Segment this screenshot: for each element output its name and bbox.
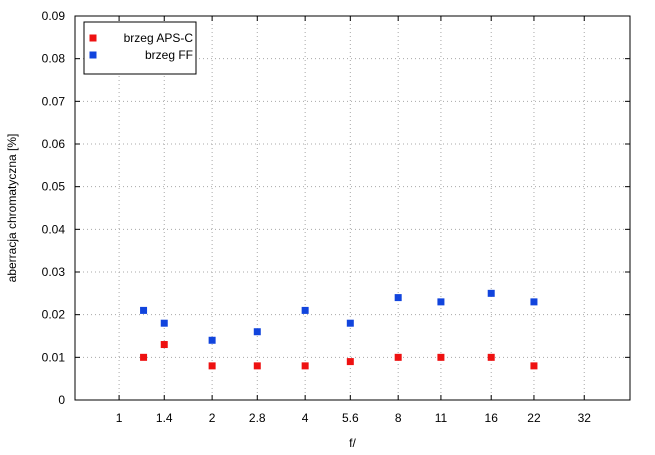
x-tick-label: 22 [527, 411, 541, 425]
x-tick-label: 5.6 [342, 411, 359, 425]
point-ff [346, 319, 354, 327]
legend: brzeg APS-C brzeg FF [83, 21, 197, 75]
legend-label-aps-c: brzeg APS-C [124, 31, 194, 45]
point-ff [140, 306, 148, 314]
x-tick-label: 1 [116, 411, 123, 425]
point-ff [253, 328, 261, 336]
point-aps-c [208, 362, 216, 370]
y-tick-label: 0.01 [42, 350, 66, 364]
point-aps-c [160, 341, 168, 349]
legend-box [83, 21, 197, 75]
x-tick-label: 2.8 [249, 411, 266, 425]
point-aps-c [530, 362, 538, 370]
legend-marker-ff [89, 51, 97, 59]
point-aps-c [487, 353, 495, 361]
point-ff [437, 298, 445, 306]
point-ff [487, 289, 495, 297]
y-tick-label: 0.04 [42, 222, 66, 236]
x-tick-label: 11 [435, 411, 448, 425]
y-tick-label: 0.03 [42, 265, 66, 279]
x-tick-label: 8 [395, 411, 402, 425]
point-ff [301, 306, 309, 314]
y-tick-label: 0.07 [42, 94, 66, 108]
point-ff [160, 319, 168, 327]
point-aps-c [394, 353, 402, 361]
y-axis-title: aberracja chromatyczna [%] [5, 134, 19, 283]
point-aps-c [437, 353, 445, 361]
tick-labels: 0 0.01 0.02 0.03 0.04 0.05 0.06 0.07 0.08 0.09 1 1.… [42, 9, 592, 425]
y-tick-label: 0.08 [42, 52, 66, 66]
x-tick-label: 1.4 [156, 411, 173, 425]
point-aps-c [140, 353, 148, 361]
legend-marker-aps-c [89, 34, 97, 42]
y-tick-label: 0.02 [42, 308, 66, 322]
point-aps-c [253, 362, 261, 370]
y-tick-label: 0 [58, 393, 65, 407]
plot-frame [74, 15, 631, 401]
point-ff [530, 298, 538, 306]
point-aps-c [346, 358, 354, 366]
y-tick-label: 0.09 [42, 9, 66, 23]
point-ff [394, 294, 402, 302]
x-tick-label: 4 [302, 411, 309, 425]
point-ff [208, 336, 216, 344]
data-points [140, 289, 538, 370]
x-axis-title: f/ [349, 436, 356, 450]
x-tick-label: 32 [578, 411, 592, 425]
point-aps-c [301, 362, 309, 370]
legend-label-ff: brzeg FF [145, 48, 193, 62]
x-tick-label: 2 [209, 411, 216, 425]
y-tick-label: 0.05 [42, 180, 66, 194]
y-tick-label: 0.06 [42, 137, 66, 151]
x-tick-label: 16 [485, 411, 499, 425]
